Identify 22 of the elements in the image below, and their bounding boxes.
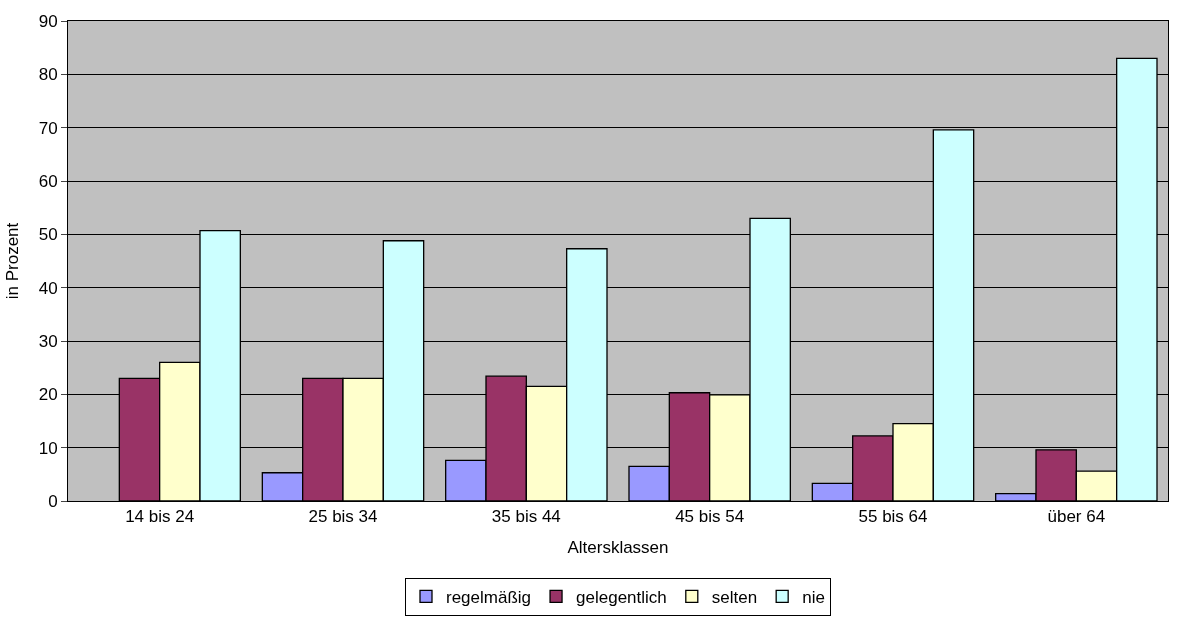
x-tick-label: über 64 bbox=[1047, 507, 1106, 527]
x-axis-title: Altersklassen bbox=[567, 537, 669, 557]
y-tick-label: 80 bbox=[38, 65, 58, 85]
x-tick-label: 14 bis 24 bbox=[125, 507, 195, 527]
y-tick-label: 0 bbox=[48, 491, 58, 511]
legend-label: selten bbox=[711, 587, 758, 607]
legend-label: gelegentlich bbox=[576, 587, 667, 607]
legend-label: regelmäßig bbox=[446, 587, 532, 607]
y-tick-label: 20 bbox=[38, 385, 58, 405]
y-tick-label: 30 bbox=[38, 331, 58, 351]
y-tick-label: 70 bbox=[38, 118, 58, 138]
x-tick-label: 55 bis 64 bbox=[858, 507, 928, 527]
y-tick-label: 50 bbox=[38, 225, 58, 245]
legend-label: nie bbox=[802, 587, 825, 607]
x-tick-label: 45 bis 54 bbox=[675, 507, 745, 527]
x-tick-label: 25 bis 34 bbox=[308, 507, 378, 527]
x-tick-label: 35 bis 44 bbox=[491, 507, 561, 527]
y-tick-label: 90 bbox=[38, 11, 58, 31]
y-tick-label: 40 bbox=[38, 278, 58, 298]
y-axis-title: in Prozent bbox=[3, 222, 23, 300]
y-tick-label: 60 bbox=[38, 171, 58, 191]
y-tick-label: 10 bbox=[38, 438, 58, 458]
